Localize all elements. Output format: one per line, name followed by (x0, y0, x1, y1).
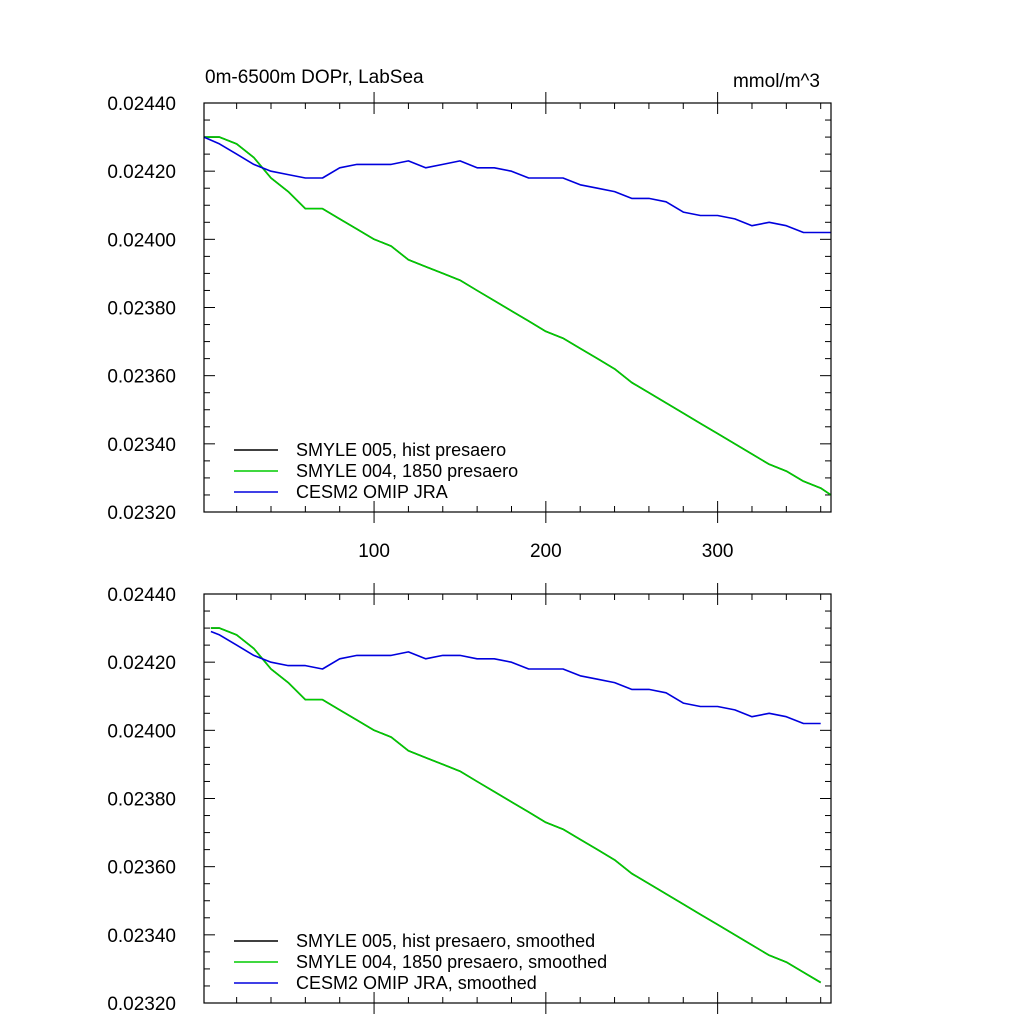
series-line-1 (210, 627, 822, 984)
legend-label: CESM2 OMIP JRA, smoothed (296, 973, 537, 993)
y-tick-label: 0.02320 (107, 994, 176, 1015)
y-tick-label: 0.02420 (107, 653, 176, 674)
series-line-2 (210, 630, 821, 725)
y-tick-label: 0.02380 (107, 790, 176, 811)
y-tick-label: 0.02420 (107, 162, 176, 183)
y-tick-label: 0.02360 (107, 367, 176, 388)
units-label: mmol/m^3 (733, 71, 820, 92)
x-tick-label: 200 (530, 541, 562, 562)
chart-title: 0m-6500m DOPr, LabSea (205, 67, 424, 88)
y-tick-label: 0.02320 (107, 503, 176, 524)
y-tick-label: 0.02340 (107, 435, 176, 456)
series-line-1 (204, 136, 832, 496)
legend-label: CESM2 OMIP JRA (296, 482, 448, 502)
x-tick-label: 100 (358, 541, 390, 562)
y-tick-label: 0.02400 (107, 721, 176, 742)
x-tick-label: 300 (702, 541, 734, 562)
legend-label: SMYLE 005, hist presaero (296, 440, 506, 460)
legend: SMYLE 005, hist presaero, smoothedSMYLE … (234, 931, 607, 993)
series-line-2 (203, 136, 831, 234)
y-tick-label: 0.02380 (107, 299, 176, 320)
plot-frame (203, 593, 832, 1004)
top-panel: 0m-6500m DOPr, LabSea mmol/m^3 0.02320 0.… (107, 67, 832, 562)
y-tick-label: 0.02440 (107, 94, 176, 115)
plot-frame (203, 102, 832, 513)
y-tick-label: 0.02440 (107, 585, 176, 606)
y-tick-label: 0.02400 (107, 230, 176, 251)
bottom-panel: 0.02320 0.02340 0.02360 0.02380 0.02400 0.024… (107, 583, 832, 1015)
legend-label: SMYLE 005, hist presaero, smoothed (296, 931, 595, 951)
y-tick-label: 0.02340 (107, 926, 176, 947)
legend-label: SMYLE 004, 1850 presaero, smoothed (296, 952, 607, 972)
y-tick-label: 0.02360 (107, 858, 176, 879)
legend-label: SMYLE 004, 1850 presaero (296, 461, 518, 481)
